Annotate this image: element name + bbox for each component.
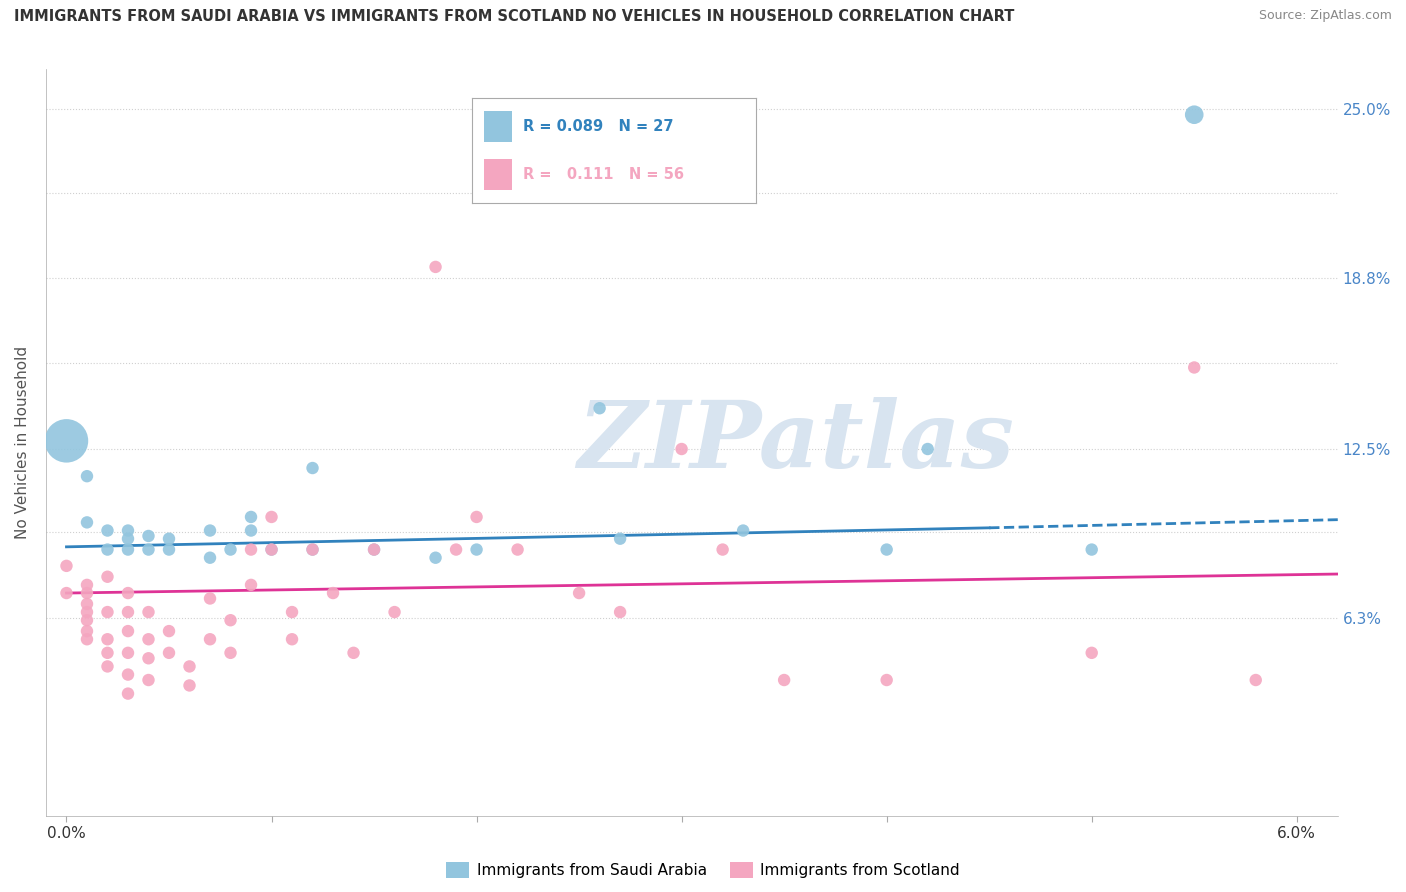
Point: [55, 434, 77, 448]
Point: [363, 542, 385, 557]
Point: [773, 673, 796, 687]
Point: [76, 586, 98, 600]
Point: [198, 524, 221, 538]
Point: [76, 516, 98, 530]
Point: [733, 524, 755, 538]
Point: [96, 646, 118, 660]
Point: [363, 542, 385, 557]
Text: ZIPatlas: ZIPatlas: [576, 397, 1014, 487]
Point: [96, 605, 118, 619]
Point: [55, 586, 77, 600]
Point: [1182, 360, 1205, 375]
Point: [138, 651, 160, 665]
Point: [609, 532, 631, 546]
Point: [138, 673, 160, 687]
Point: [301, 542, 323, 557]
Point: [117, 667, 139, 681]
Point: [465, 542, 488, 557]
Point: [117, 542, 139, 557]
Point: [76, 605, 98, 619]
Point: [240, 542, 263, 557]
Point: [138, 542, 160, 557]
Point: [260, 542, 283, 557]
Point: [240, 524, 263, 538]
Point: [281, 605, 304, 619]
Point: [96, 632, 118, 647]
Point: [157, 542, 180, 557]
Text: Source: ZipAtlas.com: Source: ZipAtlas.com: [1258, 9, 1392, 22]
Point: [219, 542, 242, 557]
Point: [198, 632, 221, 647]
Point: [384, 605, 406, 619]
Point: [240, 510, 263, 524]
Point: [117, 586, 139, 600]
Point: [876, 542, 898, 557]
Point: [1182, 108, 1205, 122]
Point: [301, 542, 323, 557]
Point: [1244, 673, 1267, 687]
Point: [444, 542, 467, 557]
Point: [425, 550, 447, 565]
Point: [157, 532, 180, 546]
Point: [219, 646, 242, 660]
Point: [55, 558, 77, 573]
Point: [96, 524, 118, 538]
Point: [342, 646, 364, 660]
Point: [179, 659, 201, 673]
Point: [76, 632, 98, 647]
Point: [301, 461, 323, 475]
Legend: Immigrants from Saudi Arabia, Immigrants from Scotland: Immigrants from Saudi Arabia, Immigrants…: [440, 856, 966, 884]
Point: [260, 510, 283, 524]
Point: [76, 578, 98, 592]
Point: [1080, 646, 1102, 660]
Point: [322, 586, 344, 600]
Point: [198, 591, 221, 606]
Point: [876, 673, 898, 687]
Point: [138, 605, 160, 619]
Point: [179, 678, 201, 692]
Point: [240, 578, 263, 592]
Point: [609, 605, 631, 619]
Point: [96, 542, 118, 557]
Point: [117, 605, 139, 619]
Point: [157, 646, 180, 660]
Point: [157, 624, 180, 639]
Point: [76, 597, 98, 611]
Point: [506, 542, 529, 557]
Point: [76, 624, 98, 639]
Point: [425, 260, 447, 274]
Point: [76, 613, 98, 627]
Point: [76, 469, 98, 483]
Point: [260, 542, 283, 557]
Point: [117, 524, 139, 538]
Point: [117, 532, 139, 546]
Point: [568, 586, 591, 600]
Point: [117, 624, 139, 639]
Point: [711, 542, 734, 557]
Point: [281, 632, 304, 647]
Point: [96, 659, 118, 673]
Point: [96, 570, 118, 584]
Text: IMMIGRANTS FROM SAUDI ARABIA VS IMMIGRANTS FROM SCOTLAND NO VEHICLES IN HOUSEHOL: IMMIGRANTS FROM SAUDI ARABIA VS IMMIGRAN…: [14, 9, 1015, 24]
Point: [138, 529, 160, 543]
Point: [1080, 542, 1102, 557]
Point: [671, 442, 693, 456]
Point: [588, 401, 610, 416]
Point: [917, 442, 939, 456]
Point: [117, 687, 139, 701]
Point: [198, 550, 221, 565]
Point: [219, 613, 242, 627]
Point: [465, 510, 488, 524]
Point: [117, 646, 139, 660]
Point: [138, 632, 160, 647]
Y-axis label: No Vehicles in Household: No Vehicles in Household: [15, 345, 30, 539]
